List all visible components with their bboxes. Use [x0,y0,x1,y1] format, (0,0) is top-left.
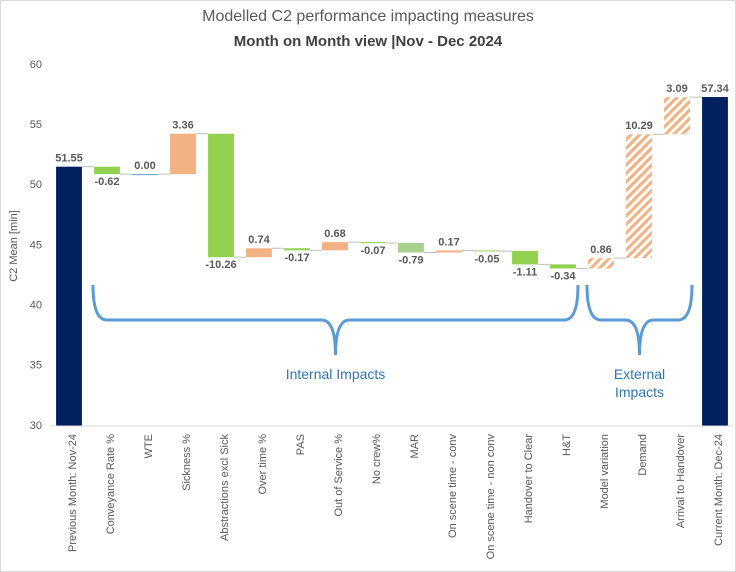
value-label: -10.26 [205,259,236,271]
value-label: -0.05 [474,253,499,265]
value-label: 10.29 [625,120,653,132]
value-label: 0.68 [324,228,345,240]
x-tick-label: PAS [295,434,307,455]
bar [360,242,386,244]
x-tick-label: Previous Month: Nov-24 [67,434,79,552]
bar [132,174,158,176]
y-tick-label: 40 [30,300,42,312]
bar [94,166,120,175]
value-label: -1.11 [513,266,537,278]
x-tick-label: Current Month: Dec-24 [713,434,725,546]
bar [322,242,348,251]
y-tick-label: 60 [30,59,42,71]
x-tick-label: Conveyance Rate % [105,434,117,534]
bar [208,133,234,258]
value-label: -0.79 [398,254,423,266]
group-brace [585,284,694,356]
group-label-box: External Impacts [613,366,666,400]
bar [284,248,310,251]
chart-title: Modelled C2 performance impacting measur… [202,8,534,25]
value-label: 51.55 [55,153,83,165]
y-tick-label: 45 [30,239,42,251]
value-label: 3.36 [172,120,193,132]
bar [170,133,196,175]
bar [588,258,614,269]
value-label: -0.62 [94,176,119,188]
value-label: 0.17 [438,236,459,248]
x-tick-label: WTE [143,434,155,458]
value-label: -0.34 [550,270,576,282]
y-tick-label: 35 [30,360,42,372]
bar [702,97,728,426]
group-label-box: Internal Impacts [285,366,386,382]
value-label: 57.34 [701,83,729,95]
y-tick-label: 50 [30,179,42,191]
y-tick-label: 30 [30,420,42,432]
value-label: -0.07 [360,245,385,257]
bar [512,251,538,265]
x-tick-label: Handover to Clear [523,434,535,524]
chart-subtitle: Month on Month view |Nov - Dec 2024 [234,33,503,50]
bar [246,248,272,258]
x-tick-label: Model variation [599,434,611,509]
x-tick-label: Sickness % [181,434,193,491]
x-tick-label: Abstractions excl Sick [219,434,231,541]
value-label: 0.00 [134,160,155,172]
y-tick-label: 55 [30,119,42,131]
value-label: -0.17 [284,252,309,264]
bar [550,264,576,269]
group-label: Internal Impacts [285,366,386,382]
x-tick-label: No crew% [371,434,383,484]
bar [626,134,652,259]
x-tick-label: On scene time - conv [447,434,459,538]
y-axis-label: C2 Mean [min] [8,210,20,282]
x-tick-label: Arrival to Handover [675,434,687,528]
bar [474,250,500,252]
value-label: 0.86 [590,244,611,256]
x-tick-label: Over time % [257,434,269,495]
x-tick-label: Out of Service % [333,434,345,517]
value-label: 0.74 [248,234,270,246]
group-label: External Impacts [613,366,666,400]
group-brace [91,284,580,356]
bar [436,250,462,253]
x-tick-label: Demand [637,434,649,476]
x-tick-label: MAR [409,434,421,459]
x-tick-label: On scene time - non conv [485,434,497,560]
bar [56,166,82,426]
bar [664,97,690,135]
x-tick-label: H&T [561,434,573,456]
value-label: 3.09 [666,83,687,95]
bar [398,242,424,253]
